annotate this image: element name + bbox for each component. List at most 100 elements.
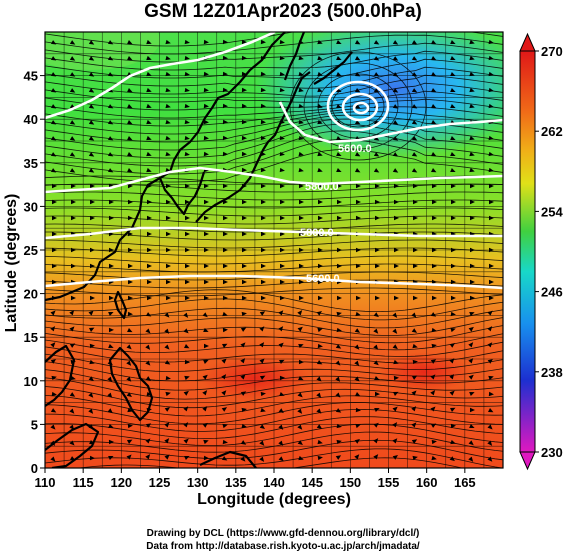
- wind-arrowhead: [354, 438, 360, 444]
- x-tick-label: 135: [225, 475, 247, 490]
- wind-arrowhead: [203, 119, 209, 125]
- wind-arrowhead: [127, 56, 133, 61]
- wind-arrowhead: [166, 215, 171, 221]
- wind-arrowhead: [450, 407, 456, 412]
- streamline: [45, 346, 503, 364]
- wind-arrowhead: [279, 151, 285, 157]
- wind-arrowhead: [50, 326, 56, 332]
- wind-arrowhead: [222, 311, 228, 317]
- contour-5800-a: [45, 166, 503, 194]
- wind-arrowhead: [185, 295, 190, 301]
- wind-arrowhead: [127, 120, 133, 125]
- wind-arrowhead: [432, 279, 437, 285]
- wind-arrowhead: [392, 344, 398, 350]
- colorbar: 270 262 254 246 238 230: [519, 32, 563, 471]
- wind-arrowhead: [450, 87, 456, 93]
- wind-arrowhead: [203, 327, 209, 333]
- streamline: [45, 191, 503, 201]
- wind-arrowhead: [431, 343, 437, 349]
- wind-arrowhead: [109, 199, 114, 205]
- wind-arrowhead: [88, 136, 95, 141]
- wind-arrowhead: [279, 375, 285, 381]
- wind-arrowhead: [146, 39, 152, 45]
- wind-arrowhead: [89, 455, 95, 461]
- wind-arrowhead: [166, 279, 171, 285]
- streamline: [45, 130, 503, 167]
- wind-arrowhead: [413, 295, 418, 301]
- wind-arrowhead: [488, 39, 494, 45]
- wind-arrowhead: [69, 40, 76, 45]
- wind-arrowhead: [222, 119, 228, 125]
- wind-arrowhead: [299, 263, 304, 269]
- wind-arrowhead: [221, 374, 227, 380]
- wind-arrowhead: [166, 295, 171, 301]
- wind-arrowhead: [431, 455, 437, 461]
- wind-arrowhead: [336, 423, 342, 429]
- streamline: [45, 231, 503, 241]
- wind-arrowhead: [222, 343, 228, 348]
- colorbar-tick-label: 238: [541, 365, 563, 380]
- wind-arrowhead: [183, 328, 189, 334]
- wind-arrowhead: [336, 327, 342, 333]
- wind-arrowhead: [183, 422, 189, 428]
- wind-arrowhead: [373, 312, 379, 318]
- streamline: [45, 423, 503, 446]
- wind-arrowhead: [432, 215, 437, 221]
- wind-arrowhead: [241, 167, 247, 173]
- wind-arrowhead: [487, 342, 493, 348]
- wind-arrowhead: [222, 151, 228, 157]
- wind-arrowhead: [90, 215, 95, 221]
- wind-arrowhead: [450, 39, 456, 45]
- colorbar-tick-label: 262: [541, 124, 563, 139]
- wind-arrowhead: [127, 168, 133, 173]
- wind-arrowhead: [298, 343, 304, 349]
- wind-arrowhead: [411, 328, 418, 333]
- wind-arrowhead: [71, 199, 76, 205]
- wind-arrowhead: [450, 135, 456, 141]
- wind-arrowhead: [202, 422, 208, 428]
- wind-arrowhead: [146, 119, 152, 125]
- y-axis-ticks: 0 5 10 15 20 25 30 35 40 45: [24, 69, 45, 476]
- wind-arrowhead: [449, 358, 455, 364]
- wind-arrowhead: [450, 167, 456, 173]
- wind-arrowhead: [487, 440, 493, 446]
- credit-data-source: Data from http://database.rish.kyoto-u.a…: [146, 541, 420, 552]
- wind-arrowhead: [259, 326, 265, 332]
- wind-arrowhead: [299, 295, 304, 301]
- low-center-ring-mid: [341, 92, 379, 122]
- wind-arrowhead: [259, 311, 266, 316]
- wind-arrowhead: [375, 215, 380, 221]
- wind-arrowhead: [203, 343, 209, 349]
- wind-arrowhead: [298, 135, 304, 141]
- streamline: [45, 402, 503, 425]
- wind-arrowhead: [488, 135, 494, 141]
- wind-arrowhead: [354, 376, 360, 382]
- streamline: [45, 98, 503, 119]
- wind-arrowhead: [126, 392, 133, 397]
- coastline-philippines: [108, 346, 154, 422]
- wind-arrowhead: [468, 456, 474, 462]
- wind-arrowhead: [108, 327, 114, 333]
- wind-arrowhead: [261, 199, 266, 205]
- credit-drawing: Drawing by DCL (https://www.gfd-dennou.o…: [146, 528, 420, 539]
- wind-arrowhead: [128, 263, 133, 269]
- wind-arrowhead: [88, 152, 95, 157]
- wind-arrowhead: [489, 215, 494, 221]
- wind-arrowhead: [185, 199, 190, 205]
- x-tick-label: 140: [263, 475, 285, 490]
- wind-arrowhead: [128, 199, 133, 205]
- wind-arrowhead: [147, 215, 152, 221]
- wind-arrowhead: [127, 152, 133, 157]
- colorbar-ticks: 270 262 254 246 238 230: [535, 44, 563, 460]
- wind-arrowhead: [126, 344, 132, 350]
- y-tick-label: 15: [24, 330, 38, 345]
- wind-arrowhead: [223, 279, 228, 285]
- streamline: [45, 149, 503, 183]
- streamline: [45, 34, 503, 55]
- coastline-new-guinea: [199, 450, 257, 468]
- wind-arrowhead: [354, 344, 360, 350]
- wind-arrowhead: [259, 456, 265, 462]
- wind-arrowhead: [128, 215, 133, 221]
- wind-arrowhead: [318, 199, 323, 205]
